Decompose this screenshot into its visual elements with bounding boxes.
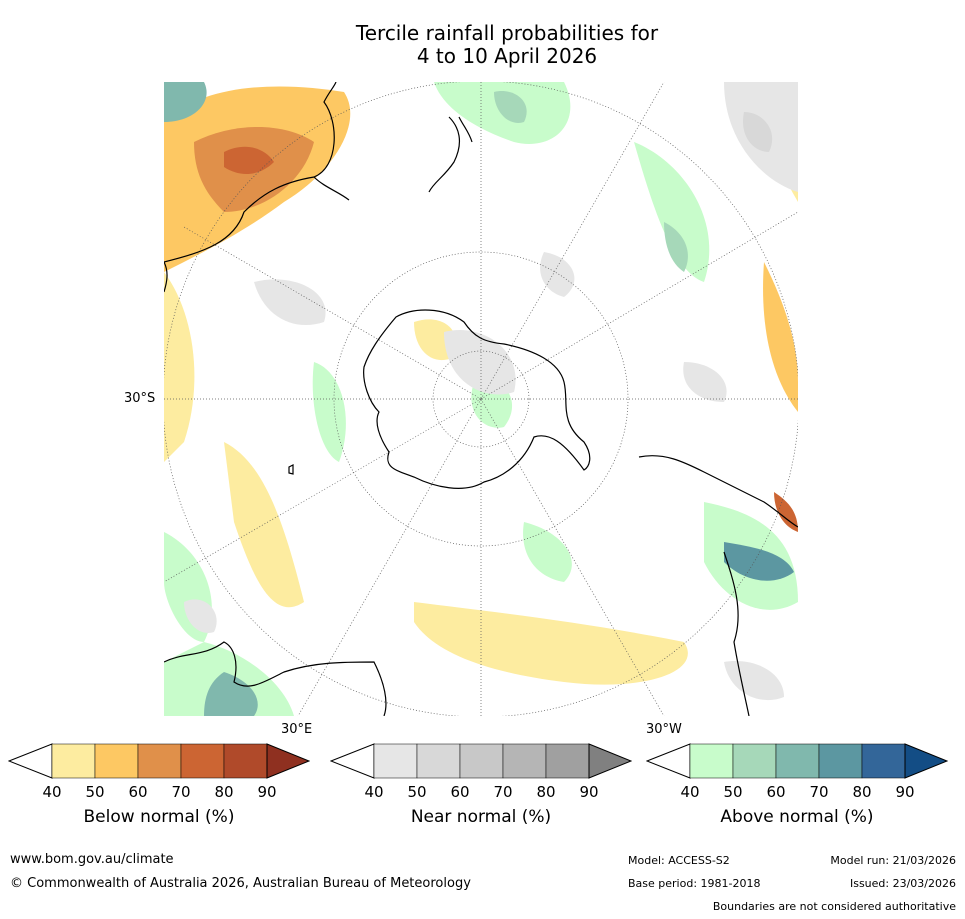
tick: 70 — [171, 783, 191, 801]
colorbar-above-band-1 — [689, 743, 734, 779]
colorbar-near-under-triangle — [330, 743, 375, 779]
australia-coast — [164, 82, 350, 263]
colorbar-near-band-1 — [373, 743, 418, 779]
footer-disclaimer: Boundaries are not considered authoritat… — [712, 900, 956, 913]
tick: 40 — [680, 783, 700, 801]
colorbar-near — [330, 743, 632, 779]
tick: 80 — [852, 783, 872, 801]
colorbar-near-band-3 — [459, 743, 504, 779]
tick: 60 — [766, 783, 786, 801]
footer-model-run: Model run: 21/03/2026 — [830, 854, 956, 867]
colorbar-above-band-2 — [732, 743, 777, 779]
tick: 50 — [407, 783, 427, 801]
colorbar-below-over-triangle — [266, 743, 310, 779]
lon-label-30e: 30°E — [281, 722, 313, 737]
tick: 60 — [450, 783, 470, 801]
colorbar-below-under-triangle — [8, 743, 53, 779]
colorbar-near-title: Near normal (%) — [410, 807, 552, 827]
colorbar-below — [8, 743, 310, 779]
footer-copyright: © Commonwealth of Australia 2026, Austra… — [10, 876, 471, 891]
lat-label-30s: 30°S — [124, 391, 156, 406]
colorbar-above-band-5 — [861, 743, 906, 779]
footer-model: Model: ACCESS-S2 — [628, 854, 730, 867]
colorbar-below-band-2 — [94, 743, 139, 779]
tick: 40 — [364, 783, 384, 801]
tick: 40 — [42, 783, 62, 801]
colorbar-below-band-5 — [223, 743, 268, 779]
colorbar-above — [646, 743, 948, 779]
tick: 70 — [809, 783, 829, 801]
footer-issued: Issued: 23/03/2026 — [849, 877, 956, 890]
colorbar-near-band-5 — [545, 743, 590, 779]
island-coast — [288, 464, 294, 475]
colorbar-near-band-4 — [502, 743, 547, 779]
tick: 80 — [536, 783, 556, 801]
colorbar-near-band-2 — [416, 743, 461, 779]
madagascar-coast — [164, 261, 168, 293]
colorbar-below-band-3 — [137, 743, 182, 779]
tick: 50 — [85, 783, 105, 801]
tick: 90 — [579, 783, 599, 801]
graticule — [164, 82, 798, 716]
colorbar-above-band-4 — [818, 743, 863, 779]
colorbar-above-over-triangle — [904, 743, 948, 779]
colorbar-below-band-4 — [180, 743, 225, 779]
africa-coast — [164, 641, 387, 716]
footer-url: www.bom.gov.au/climate — [10, 852, 174, 867]
coastlines — [164, 82, 798, 716]
tick: 90 — [257, 783, 277, 801]
tick: 70 — [493, 783, 513, 801]
footer-base-period: Base period: 1981-2018 — [628, 877, 761, 890]
polar-stereographic-map — [164, 82, 798, 716]
tick: 80 — [214, 783, 234, 801]
title-line-2: 4 to 10 April 2026 — [416, 44, 598, 68]
lon-label-30w: 30°W — [646, 722, 682, 737]
colorbar-below-title: Below normal (%) — [83, 807, 235, 827]
tick: 60 — [128, 783, 148, 801]
colorbar-above-under-triangle — [646, 743, 691, 779]
colorbar-near-over-triangle — [588, 743, 632, 779]
tick: 50 — [723, 783, 743, 801]
antarctica-coast — [363, 309, 591, 489]
new-zealand-coast — [428, 116, 473, 193]
colorbar-below-band-1 — [51, 743, 96, 779]
above-normal-shading — [164, 82, 798, 716]
colorbar-above-title: Above normal (%) — [720, 807, 874, 827]
south-america-coast — [638, 455, 798, 716]
near-normal-shading — [184, 82, 798, 701]
map-title: Tercile rainfall probabilities for 4 to … — [0, 22, 965, 68]
colorbar-above-band-3 — [775, 743, 820, 779]
tick: 90 — [895, 783, 915, 801]
title-line-1: Tercile rainfall probabilities for — [355, 21, 659, 45]
